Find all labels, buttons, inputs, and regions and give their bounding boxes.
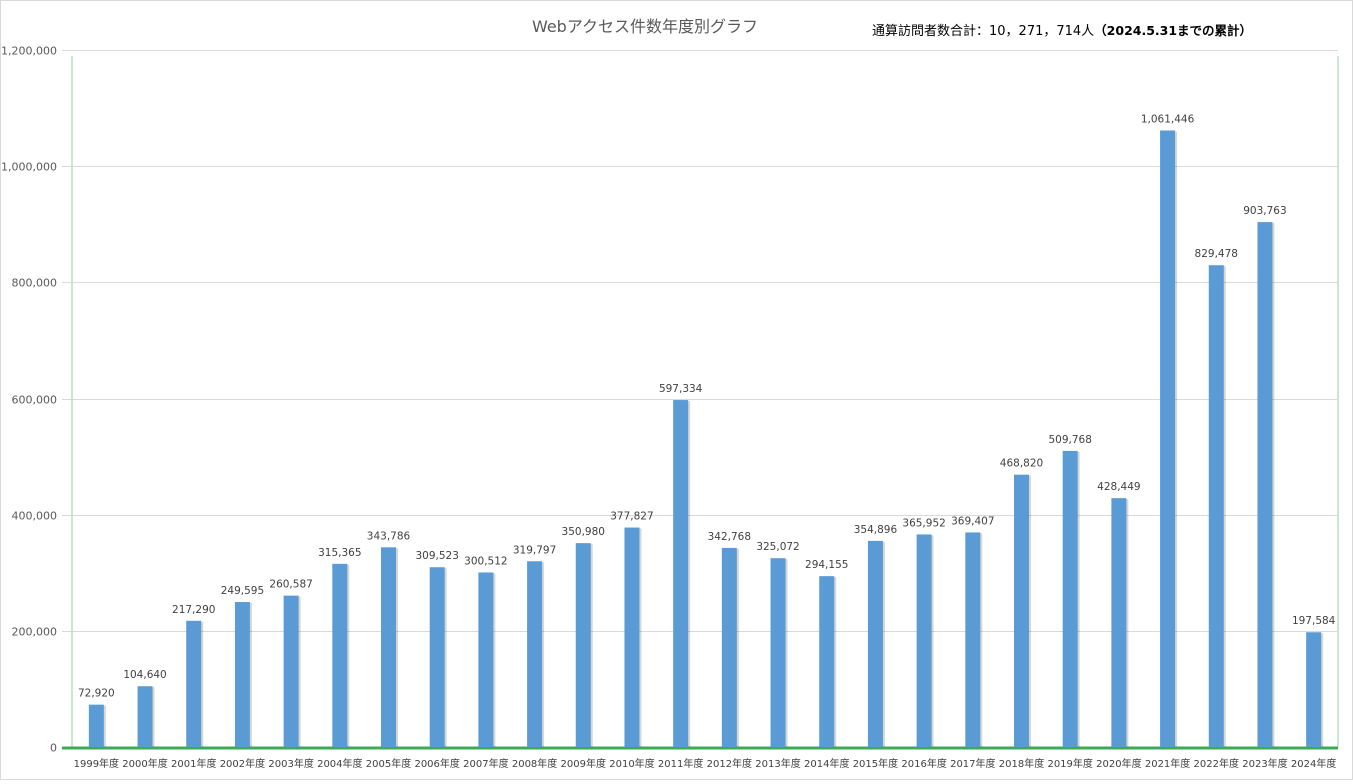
data-label: 300,512 — [464, 555, 507, 567]
y-axis-ticks: 0 200,000 400,000 600,000 800,000 1,000,000 1,… — [1, 45, 57, 755]
x-tick-label: 2016年度 — [901, 757, 946, 770]
chart-title: Webアクセス件数年度別グラフ — [532, 17, 758, 36]
x-tick-label: 2005年度 — [366, 757, 411, 770]
bar — [234, 602, 250, 747]
bar — [770, 558, 786, 747]
bar — [478, 572, 494, 747]
data-label: 903,763 — [1243, 205, 1286, 217]
x-tick-label: 2015年度 — [853, 757, 898, 770]
x-axis-ticks: 1999年度 2000年度 2001年度 2002年度 2003年度 2004年度 2005… — [74, 757, 1337, 770]
x-tick-label: 2018年度 — [999, 757, 1044, 770]
x-tick-label: 2009年度 — [561, 757, 606, 770]
data-label: 350,980 — [562, 526, 605, 538]
bar — [1160, 130, 1176, 747]
y-tick-label: 200,000 — [12, 626, 58, 639]
data-label: 294,155 — [805, 559, 848, 571]
bar — [721, 547, 737, 747]
x-tick-label: 2023年度 — [1242, 757, 1287, 770]
x-tick-label: 2007年度 — [463, 757, 508, 770]
y-tick-label: 400,000 — [12, 510, 58, 523]
x-tick-label: 2008年度 — [512, 757, 557, 770]
data-labels: 72,920 104,640 217,290 249,595 260,587 315,36… — [78, 113, 1336, 699]
x-tick-label: 2002年度 — [220, 757, 265, 770]
data-label: 197,584 — [1292, 615, 1336, 627]
bar — [916, 534, 932, 747]
x-tick-label: 2006年度 — [414, 757, 459, 770]
data-label: 468,820 — [1000, 458, 1043, 470]
data-label: 354,896 — [854, 524, 898, 536]
x-tick-label: 2013年度 — [755, 757, 800, 770]
x-tick-label: 2024年度 — [1291, 757, 1336, 770]
data-label: 343,786 — [367, 530, 411, 542]
data-label: 309,523 — [415, 550, 458, 562]
data-label: 260,587 — [269, 579, 312, 591]
bar — [1014, 474, 1029, 747]
bar — [1257, 222, 1273, 747]
y-tick-label: 1,200,000 — [1, 45, 57, 58]
bar — [673, 400, 689, 747]
data-label: 377,827 — [610, 511, 653, 523]
x-tick-label: 2017年度 — [950, 757, 995, 770]
data-label: 597,334 — [659, 383, 703, 395]
bar — [381, 547, 396, 747]
y-tick-label: 600,000 — [12, 394, 58, 407]
data-label: 217,290 — [172, 604, 215, 616]
bar — [283, 595, 299, 747]
bars — [88, 130, 1324, 747]
data-label: 365,952 — [902, 517, 945, 529]
data-label: 319,797 — [513, 544, 556, 556]
total-visitors-note: （2024.5.31までの累計） — [1094, 23, 1252, 38]
data-label: 369,407 — [951, 515, 994, 527]
y-tick-label: 0 — [50, 742, 57, 755]
x-tick-label: 2022年度 — [1194, 757, 1239, 770]
bar — [575, 543, 591, 747]
data-label: 829,478 — [1195, 248, 1238, 260]
bar — [1062, 450, 1078, 747]
data-label: 104,640 — [123, 669, 166, 681]
data-label: 428,449 — [1097, 481, 1140, 493]
x-tick-label: 2019年度 — [1047, 757, 1092, 770]
x-tick-label: 2011年度 — [658, 757, 703, 770]
data-label: 342,768 — [708, 531, 751, 543]
bar — [429, 567, 445, 747]
bar — [1111, 498, 1127, 747]
bar — [965, 532, 981, 747]
data-label: 325,072 — [756, 541, 799, 553]
x-tick-label: 2003年度 — [268, 757, 313, 770]
bar — [137, 686, 153, 747]
y-tick-label: 1,000,000 — [1, 161, 57, 174]
data-label: 315,365 — [318, 547, 361, 559]
x-tick-label: 2020年度 — [1096, 757, 1141, 770]
x-tick-label: 2001年度 — [171, 757, 216, 770]
bar — [88, 704, 104, 747]
y-tick-label: 800,000 — [12, 277, 58, 290]
bar — [867, 540, 883, 747]
total-visitors-annotation: 通算訪問者数合計：10，271，714人（2024.5.31までの累計） — [872, 23, 1252, 39]
bar — [527, 561, 543, 747]
total-visitors-text: 通算訪問者数合計：10，271，714人 — [872, 23, 1094, 39]
x-tick-label: 1999年度 — [74, 757, 119, 770]
plot-border — [62, 56, 1339, 750]
data-label: 1,061,446 — [1141, 113, 1195, 125]
data-label: 249,595 — [221, 585, 264, 597]
x-tick-label: 2012年度 — [707, 757, 752, 770]
x-tick-label: 2004年度 — [317, 757, 362, 770]
x-tick-label: 2010年度 — [609, 757, 654, 770]
x-tick-label: 2014年度 — [804, 757, 849, 770]
data-label: 72,920 — [78, 688, 115, 700]
bar — [819, 576, 835, 747]
bar — [332, 563, 348, 747]
bar — [1208, 265, 1224, 747]
x-tick-label: 2021年度 — [1145, 757, 1190, 770]
bar — [1306, 632, 1322, 747]
x-tick-label: 2000年度 — [122, 757, 167, 770]
bar — [624, 527, 640, 747]
bar — [186, 620, 202, 747]
data-label: 509,768 — [1048, 434, 1091, 446]
